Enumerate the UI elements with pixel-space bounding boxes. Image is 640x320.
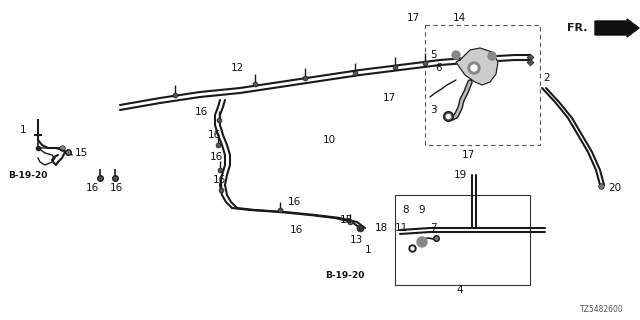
Text: 16: 16 xyxy=(85,183,99,193)
Text: 15: 15 xyxy=(340,215,353,225)
Bar xyxy=(395,195,530,285)
Text: TZ5482600: TZ5482600 xyxy=(580,305,624,314)
Text: B-19-20: B-19-20 xyxy=(8,171,47,180)
Text: 16: 16 xyxy=(195,107,208,117)
Text: 7: 7 xyxy=(430,223,436,233)
Text: 1: 1 xyxy=(365,245,372,255)
Text: FR.: FR. xyxy=(568,23,588,33)
Text: 12: 12 xyxy=(230,63,244,73)
Text: 5: 5 xyxy=(430,50,436,60)
FancyArrow shape xyxy=(595,19,639,37)
Text: 1: 1 xyxy=(19,125,26,135)
Circle shape xyxy=(468,62,480,74)
Text: 18: 18 xyxy=(375,223,388,233)
Text: B-19-20: B-19-20 xyxy=(325,270,365,279)
Text: 10: 10 xyxy=(323,135,336,145)
Text: 13: 13 xyxy=(350,235,364,245)
Text: 16: 16 xyxy=(208,130,221,140)
Bar xyxy=(425,25,540,145)
Text: 20: 20 xyxy=(608,183,621,193)
Circle shape xyxy=(452,51,460,59)
Circle shape xyxy=(417,237,427,247)
Circle shape xyxy=(488,52,496,60)
Text: 4: 4 xyxy=(457,285,463,295)
Polygon shape xyxy=(456,48,498,85)
Text: 3: 3 xyxy=(430,105,436,115)
Text: 19: 19 xyxy=(453,170,467,180)
Circle shape xyxy=(471,65,477,71)
Text: 9: 9 xyxy=(418,205,424,215)
Text: 17: 17 xyxy=(383,93,396,103)
Text: 16: 16 xyxy=(290,225,303,235)
Text: 16: 16 xyxy=(109,183,123,193)
Text: 15: 15 xyxy=(75,148,88,158)
Text: 17: 17 xyxy=(461,150,475,160)
Text: 16: 16 xyxy=(213,175,227,185)
Text: 8: 8 xyxy=(402,205,408,215)
Text: 16: 16 xyxy=(210,152,223,162)
Text: 16: 16 xyxy=(288,197,301,207)
Text: 17: 17 xyxy=(407,13,420,23)
Text: 11: 11 xyxy=(395,223,408,233)
Text: 14: 14 xyxy=(453,13,467,23)
Text: 6: 6 xyxy=(435,63,442,73)
Text: 2: 2 xyxy=(543,73,550,83)
